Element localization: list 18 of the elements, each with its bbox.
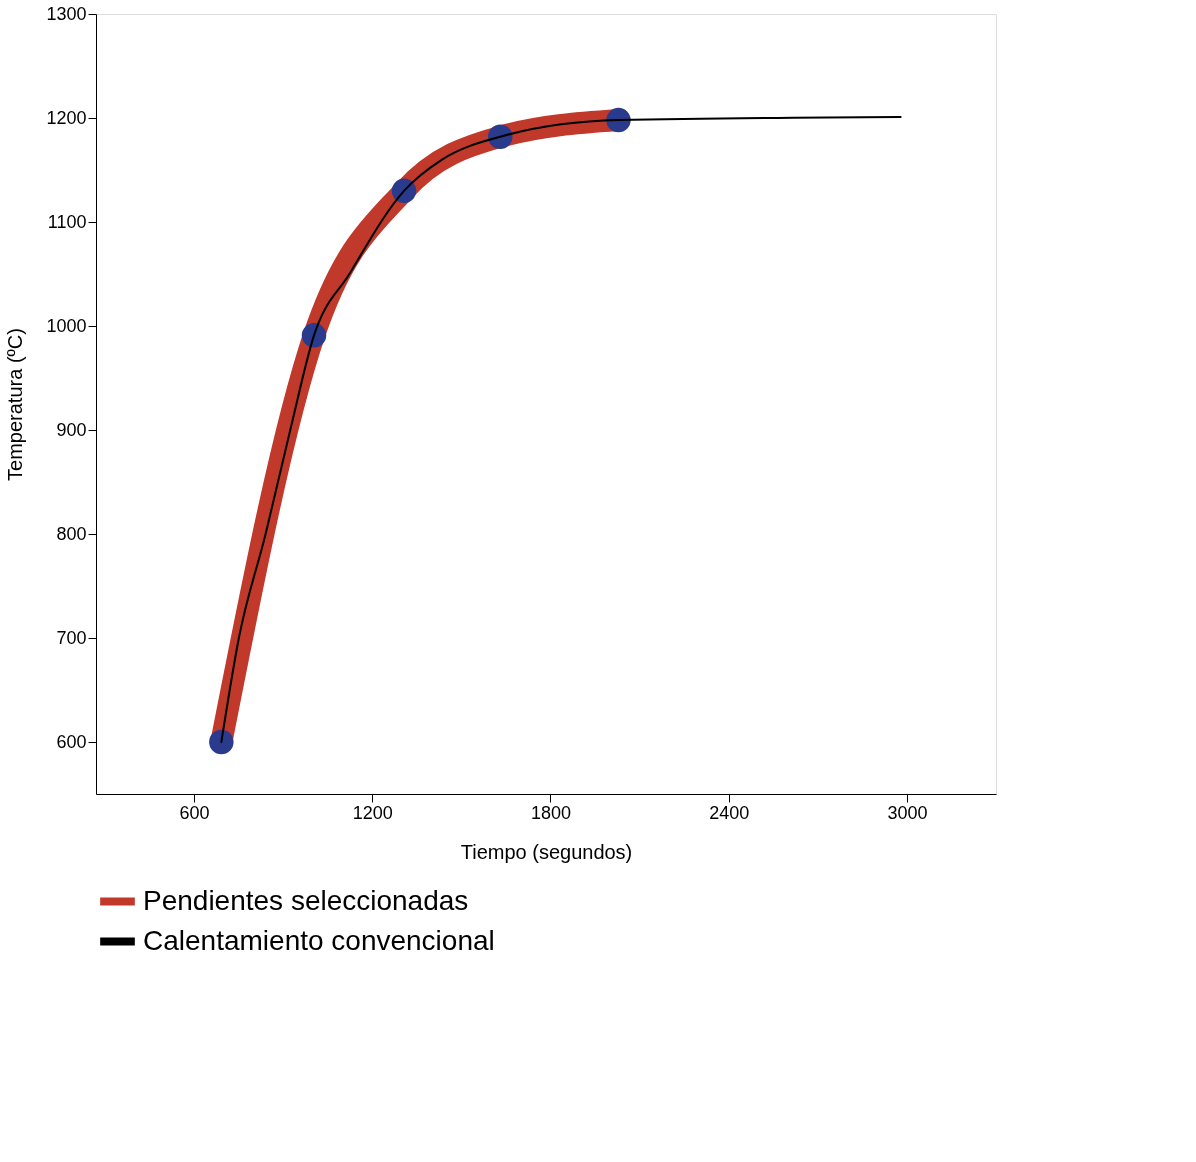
- y-tick-label: 1300: [46, 3, 87, 24]
- y-tick-label: 900: [56, 419, 87, 440]
- y-axis-title: Temperatura (ºC): [4, 328, 27, 481]
- x-tick-label: 1200: [352, 802, 393, 823]
- y-tick-label: 1000: [46, 315, 87, 336]
- x-tick-label: 600: [179, 802, 210, 823]
- x-tick-label: 1800: [530, 802, 571, 823]
- legend-label: Calentamiento convencional: [143, 924, 495, 956]
- legend-label: Pendientes seleccionadas: [143, 884, 469, 916]
- point: [209, 729, 234, 755]
- x-axis-title: Tiempo (segundos): [460, 840, 633, 863]
- y-tick-label: 1200: [46, 107, 87, 128]
- y-tick-label: 1100: [47, 211, 87, 232]
- y-tick-label: 600: [56, 731, 87, 752]
- x-tick-label: 3000: [887, 802, 928, 823]
- x-tick-label: 2400: [709, 802, 750, 823]
- y-tick-label: 800: [56, 523, 87, 544]
- y-tick-label: 700: [56, 627, 87, 648]
